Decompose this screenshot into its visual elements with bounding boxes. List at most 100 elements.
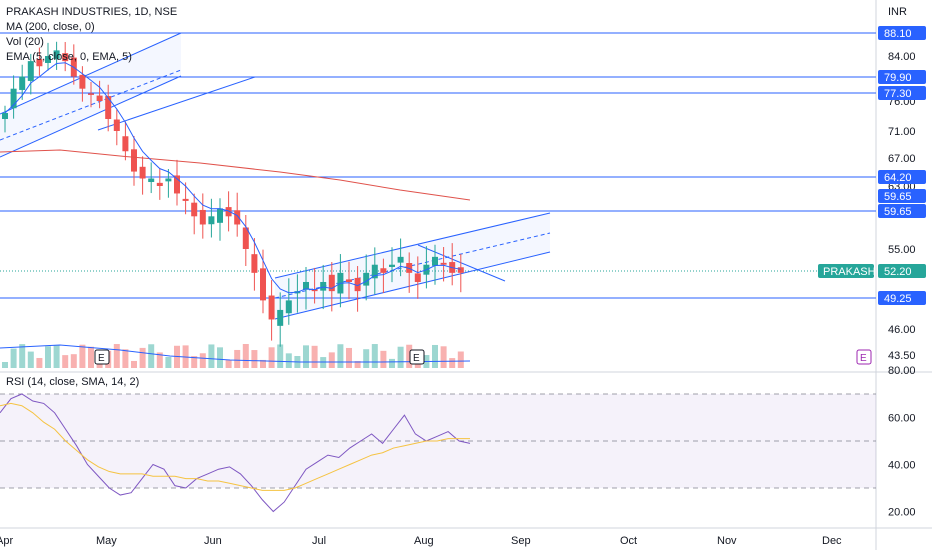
level-badge-label: 49.25 [884,293,912,305]
volume-bar [36,357,43,368]
candle-body [285,300,292,314]
volume-bar [432,344,438,368]
time-tick-label: Sep [511,535,531,547]
candle-body [105,96,112,119]
candle-body [182,198,189,201]
candle-body [199,209,206,225]
volume-bar [79,344,86,368]
level-badge [878,170,926,184]
time-tick-label: May [96,535,117,547]
candle-body [277,309,284,326]
candle-body [251,254,258,273]
volume-bar [389,358,395,368]
time-tick-label: Aug [414,535,434,547]
level-badge [878,189,926,203]
volume-bar [156,352,163,368]
time-tick-label: Oct [620,535,637,547]
candle-body [191,202,198,217]
indicator-ema: EMA (5, close, 0, EMA, 5) [6,51,132,63]
rsi-tick-label: 60.00 [888,413,916,425]
candle-body [19,76,26,90]
candle-body [36,59,43,67]
volume-bar [328,352,335,368]
volume-bar [285,353,292,368]
time-tick-label: Dec [822,535,842,547]
channel-lower-2 [274,251,551,320]
volume-bar [165,356,172,368]
candle-body [303,281,309,290]
symbol-badge-label: PRAKASH [823,266,876,278]
legend: PRAKASH INDUSTRIES, 1D, NSE MA (200, clo… [6,5,177,65]
candle-body [62,53,69,62]
volume-bar [242,344,249,368]
volume-bar [2,362,8,368]
indicator-ma: MA (200, close, 0) [6,21,95,33]
volume-bar [208,344,215,368]
candle-body [27,61,34,81]
channel-mid-1 [0,69,182,141]
volume-bar [10,348,17,368]
earnings-marker-label: E [860,353,867,364]
trend-line-3 [417,244,506,282]
volume-bar [122,349,129,368]
level-badge-label: 64.20 [884,172,912,184]
current-price-badge [878,264,926,278]
level-badge [878,204,926,218]
rsi-tick-label-top: 80.00 [888,365,916,377]
volume-bar [88,346,94,368]
volume-bar [268,347,275,368]
indicator-vol: Vol (20) [6,36,44,48]
earnings-marker [409,349,425,365]
chart-title: PRAKASH INDUSTRIES, 1D, NSE [6,6,178,18]
time-tick-label: Nov [717,535,737,547]
candle-body [45,56,51,63]
earnings-marker-label: E [413,353,420,364]
price-tick-label: 84.00 [888,51,916,63]
candle-body [165,178,172,182]
rsi-tick-label: 20.00 [888,507,916,519]
level-badge-label: 59.65 [884,191,912,203]
candle-body [139,166,146,179]
candle-body [131,149,137,172]
current-price-label: 52.20 [884,266,912,278]
volume-bar [217,347,223,368]
ma200-line [0,149,471,201]
volume-bar [113,344,120,368]
volume-bar [277,344,284,368]
volume-bar [354,361,361,368]
volume-bar [260,359,266,368]
volume-bar [320,357,327,368]
candle-body [208,216,215,225]
level-badge [878,26,926,40]
volume-bar [346,347,352,368]
candle-body [414,273,421,282]
candle-body [260,268,266,301]
volume-bar [363,349,370,368]
channel-upper-2 [274,212,551,279]
volume-bar [457,351,464,368]
volume-bar [139,347,146,368]
candle-body [217,208,223,223]
candle-body [440,262,447,265]
candle-body [268,295,275,320]
time-tick-label: Apr [0,535,13,547]
level-badge [878,70,926,84]
candle-body [354,277,361,292]
candle-body [79,74,86,89]
candle-body [96,95,103,101]
candle-body [156,182,163,186]
volume-bar [311,345,318,368]
volume-bar [440,346,447,368]
candle-body [328,274,335,292]
volume-bar [371,344,378,368]
level-badge-label: 79.90 [884,72,912,84]
level-badge [878,86,926,100]
volume-bar [234,349,241,368]
candle-body [380,268,387,273]
candle-body [234,210,241,225]
volume-bar [225,360,232,368]
candle-body [53,50,60,59]
